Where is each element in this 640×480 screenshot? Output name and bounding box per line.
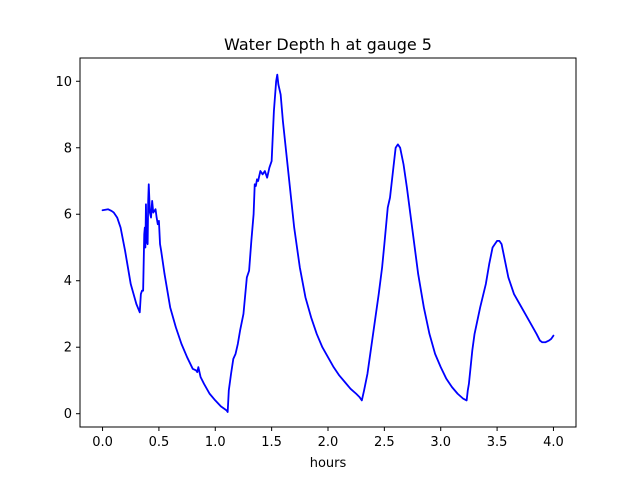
x-axis: 0.0 0.5 1.0 1.5 2.0 2.5 3.0 3.5 4.0 bbox=[92, 427, 564, 450]
x-axis-label: hours bbox=[310, 456, 347, 471]
y-axis: 0 2 4 6 8 10 bbox=[55, 75, 80, 422]
x-tick-label: 0.0 bbox=[92, 435, 113, 450]
y-tick-label: 2 bbox=[64, 341, 72, 356]
x-tick-label: 2.0 bbox=[318, 435, 339, 450]
x-tick-label: 3.0 bbox=[430, 435, 451, 450]
x-tick-label: 0.5 bbox=[149, 435, 170, 450]
series-line bbox=[101, 73, 555, 413]
x-tick-label: 3.5 bbox=[487, 435, 508, 450]
chart-title: Water Depth h at gauge 5 bbox=[224, 35, 432, 54]
y-tick-label: 4 bbox=[64, 274, 72, 289]
y-tick-label: 10 bbox=[55, 75, 72, 90]
x-tick-label: 2.5 bbox=[374, 435, 395, 450]
y-tick-label: 6 bbox=[64, 208, 72, 223]
y-tick-label: 0 bbox=[64, 407, 72, 422]
y-tick-label: 8 bbox=[64, 141, 72, 156]
axes-frame bbox=[79, 57, 577, 428]
plot-area bbox=[101, 73, 555, 413]
x-tick-label: 1.0 bbox=[205, 435, 226, 450]
x-tick-label: 4.0 bbox=[543, 435, 564, 450]
x-tick-label: 1.5 bbox=[261, 435, 282, 450]
